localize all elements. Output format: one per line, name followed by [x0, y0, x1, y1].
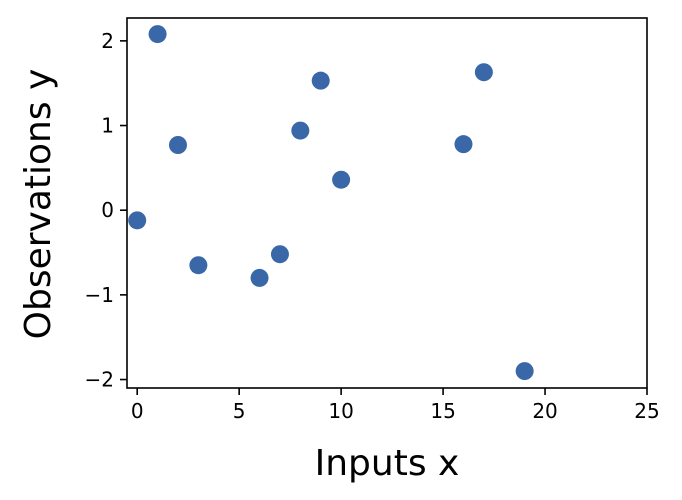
plot-area — [126, 17, 648, 389]
data-point — [148, 25, 167, 44]
data-point — [128, 211, 147, 230]
data-points — [128, 25, 534, 381]
data-point — [515, 362, 534, 381]
plot-frame — [126, 17, 648, 389]
y-tick-label: 2 — [101, 29, 114, 53]
data-point — [168, 136, 187, 155]
data-point — [474, 63, 493, 82]
data-point — [250, 268, 269, 287]
data-point — [311, 71, 330, 90]
x-tick-label: 10 — [328, 399, 353, 423]
y-tick-label: 0 — [101, 198, 114, 222]
x-tick-label: 25 — [634, 399, 659, 423]
y-tick-label: 1 — [101, 114, 114, 138]
data-point — [189, 256, 208, 275]
data-point — [270, 245, 289, 264]
y-tick-label: −2 — [85, 368, 114, 392]
data-point — [454, 135, 473, 154]
x-tick-label: 20 — [532, 399, 557, 423]
x-axis-label: Inputs x — [315, 443, 460, 484]
x-tick-label: 0 — [131, 399, 144, 423]
x-axis-ticks: 0 5 10 15 20 25 — [131, 388, 660, 423]
y-axis-label: Observations y — [18, 69, 59, 340]
y-tick-label: −1 — [85, 283, 114, 307]
x-tick-label: 15 — [430, 399, 455, 423]
data-point — [291, 121, 310, 140]
data-point — [332, 170, 351, 189]
y-axis-ticks: −2 −1 0 1 2 — [85, 29, 127, 392]
x-tick-label: 5 — [233, 399, 246, 423]
